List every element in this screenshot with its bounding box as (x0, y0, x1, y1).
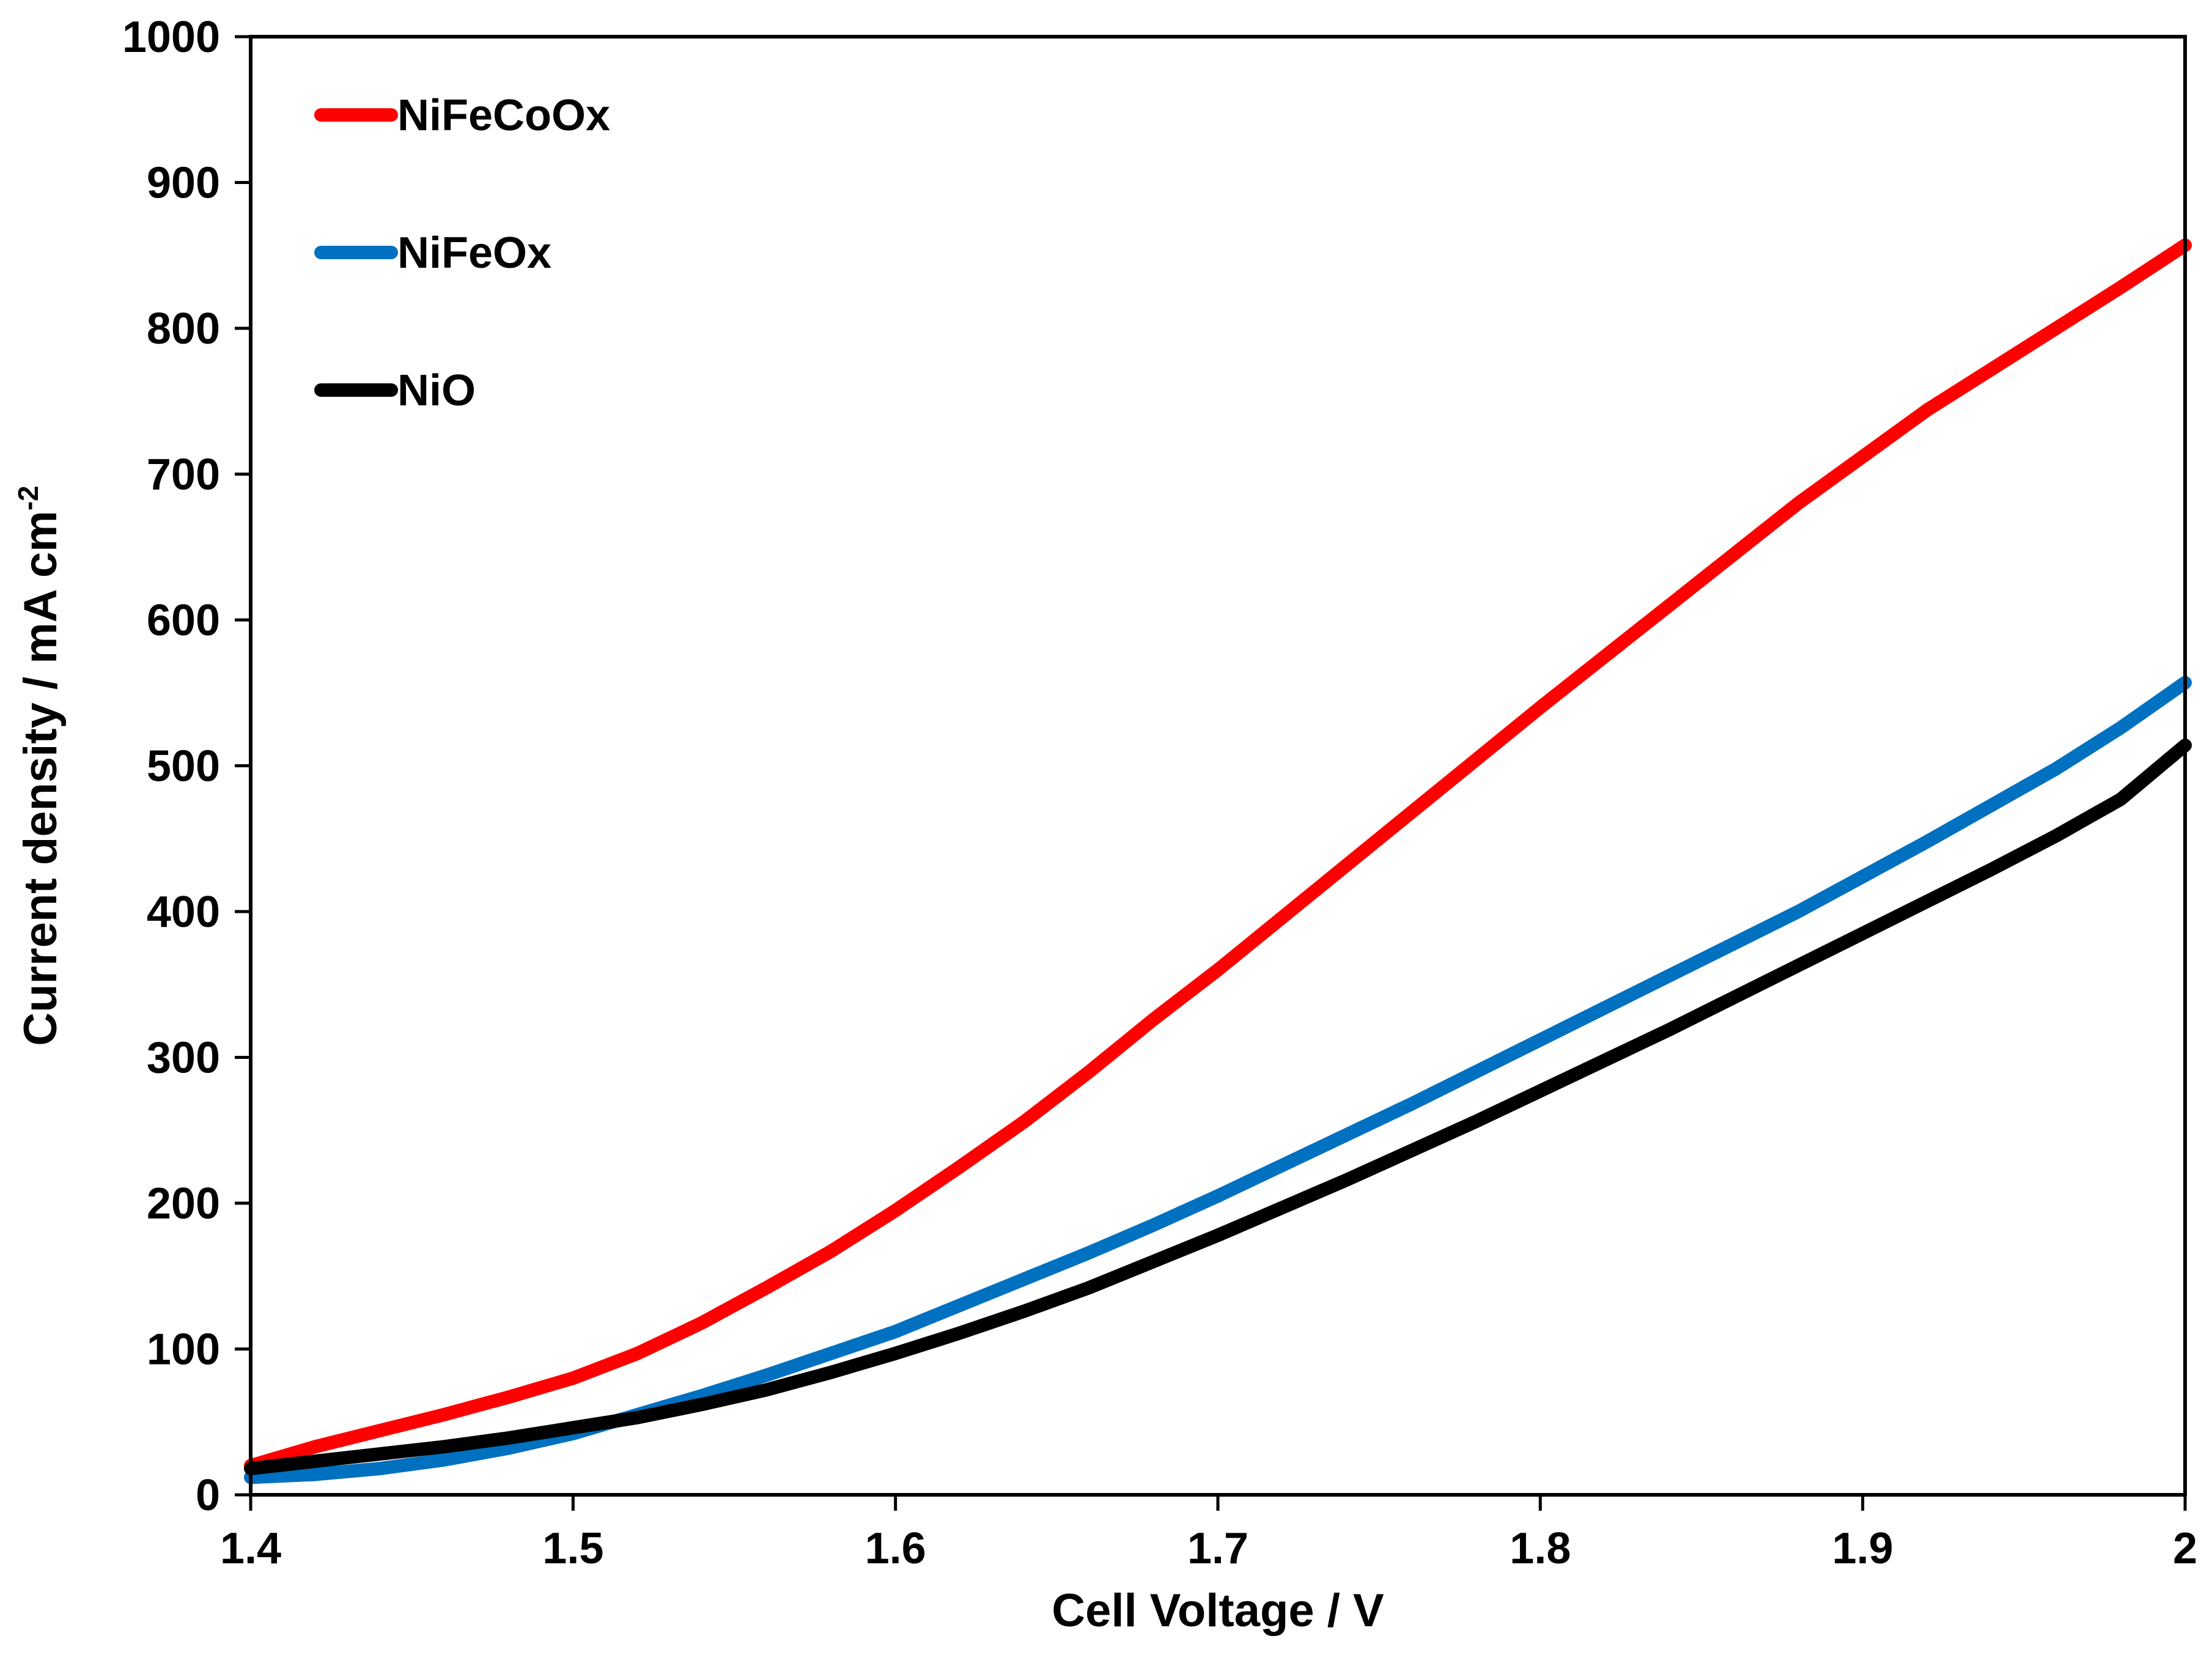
legend-label-nio: NiO (397, 366, 476, 415)
y-tick-label: 500 (147, 742, 220, 791)
series-line-nio (244, 739, 2192, 1476)
series-layer (244, 238, 2192, 1484)
legend-label-nifecoox: NiFeCoOx (397, 91, 610, 140)
x-tick-label: 1.4 (220, 1524, 281, 1573)
x-axis-title: Cell Voltage / V (1052, 1585, 1384, 1637)
y-axis-title: Current density / mA cm-2 (12, 485, 67, 1046)
x-tick-label: 2 (2173, 1524, 2197, 1573)
y-tick-label: 300 (147, 1034, 220, 1083)
x-tick-label: 1.8 (1510, 1524, 1571, 1573)
legend-label-nifeox: NiFeOx (397, 229, 551, 278)
x-axis: 1.4 1.5 1.6 1.7 1.8 1.9 2 (220, 1495, 2197, 1573)
y-tick-label: 700 (147, 451, 220, 499)
y-axis: 0 100 200 300 400 500 600 700 800 900 1000 (122, 13, 251, 1520)
series-line-nifecoox (244, 238, 2192, 1473)
y-tick-label: 900 (147, 159, 220, 208)
x-tick-label: 1.6 (865, 1524, 926, 1573)
y-axis-title-main: Current density / mA cm (15, 511, 67, 1046)
x-tick-label: 1.5 (542, 1524, 603, 1573)
y-axis-title-superscript: -2 (12, 485, 44, 511)
y-tick-label: 200 (147, 1179, 220, 1228)
y-tick-label: 1000 (122, 13, 220, 62)
x-tick-label: 1.9 (1832, 1524, 1893, 1573)
legend: NiFeCoOx NiFeOx NiO (314, 91, 610, 415)
y-tick-label: 100 (147, 1325, 220, 1374)
x-tick-label: 1.7 (1187, 1524, 1248, 1573)
y-tick-label: 400 (147, 888, 220, 937)
y-tick-label: 800 (147, 304, 220, 353)
y-tick-label: 0 (196, 1471, 220, 1520)
y-tick-label: 600 (147, 596, 220, 645)
